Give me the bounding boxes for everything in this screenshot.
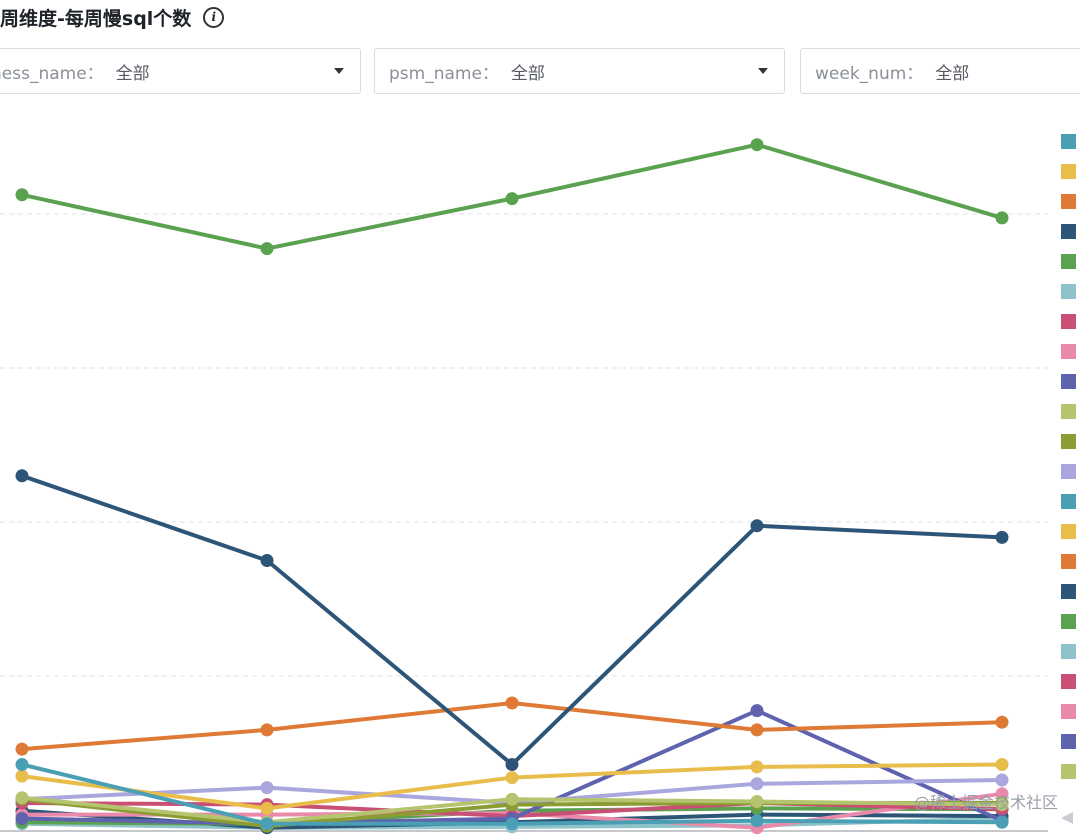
legend-swatch[interactable] xyxy=(1061,254,1076,269)
data-point[interactable] xyxy=(260,781,274,795)
legend-swatch[interactable] xyxy=(1061,494,1076,509)
legend-swatch[interactable] xyxy=(1061,344,1076,359)
data-point[interactable] xyxy=(750,723,764,737)
data-point[interactable] xyxy=(15,188,29,202)
chart-title: 周维度-每周慢sql个数 xyxy=(0,7,192,30)
legend-swatch[interactable] xyxy=(1061,644,1076,659)
legend-swatch[interactable] xyxy=(1061,164,1076,179)
data-point[interactable] xyxy=(505,817,519,831)
data-point[interactable] xyxy=(260,801,274,815)
legend xyxy=(1061,134,1076,794)
business-name-filter[interactable]: ness_name： 全部 xyxy=(0,48,361,94)
series-line[interactable] xyxy=(15,138,1009,256)
filter-value: 全部 xyxy=(510,63,545,84)
watermark: @稀土掘金技术社区 xyxy=(913,793,1058,812)
data-point[interactable] xyxy=(15,758,29,771)
data-point[interactable] xyxy=(995,815,1009,829)
data-point[interactable] xyxy=(505,192,519,206)
data-point[interactable] xyxy=(750,795,764,808)
data-point[interactable] xyxy=(15,791,29,805)
legend-swatch[interactable] xyxy=(1061,134,1076,149)
legend-swatch[interactable] xyxy=(1061,374,1076,389)
data-point[interactable] xyxy=(995,758,1009,771)
legend-swatch[interactable] xyxy=(1061,284,1076,299)
data-point[interactable] xyxy=(750,814,764,828)
filter-label: ness_name： xyxy=(0,63,104,84)
data-point[interactable] xyxy=(260,723,274,737)
data-point[interactable] xyxy=(260,554,274,567)
chart-header: 周维度-每周慢sql个数 i xyxy=(0,2,225,32)
legend-swatch[interactable] xyxy=(1061,554,1076,569)
legend-swatch[interactable] xyxy=(1061,434,1076,449)
legend-swatch[interactable] xyxy=(1061,584,1076,599)
data-point[interactable] xyxy=(995,715,1009,729)
data-point[interactable] xyxy=(750,777,764,791)
data-point[interactable] xyxy=(260,817,274,831)
data-point[interactable] xyxy=(15,742,29,756)
data-point[interactable] xyxy=(750,138,764,152)
filter-value: 全部 xyxy=(935,63,970,84)
legend-swatch[interactable] xyxy=(1061,224,1076,239)
legend-swatch[interactable] xyxy=(1061,194,1076,209)
series-line[interactable] xyxy=(15,696,1009,756)
filter-value: 全部 xyxy=(115,63,150,84)
data-point[interactable] xyxy=(15,469,29,483)
legend-swatch[interactable] xyxy=(1061,674,1076,689)
psm-name-filter[interactable]: psm_name： 全部 xyxy=(374,48,785,94)
series-path xyxy=(20,473,1004,767)
legend-swatch[interactable] xyxy=(1061,524,1076,539)
data-point[interactable] xyxy=(15,812,29,825)
series-line[interactable] xyxy=(15,758,1009,815)
data-point[interactable] xyxy=(750,760,764,774)
legend-swatch[interactable] xyxy=(1061,464,1076,479)
data-point[interactable] xyxy=(995,787,1009,801)
data-point[interactable] xyxy=(15,769,29,783)
legend-swatch[interactable] xyxy=(1061,404,1076,419)
data-point[interactable] xyxy=(505,696,519,710)
data-point[interactable] xyxy=(750,519,764,533)
data-point[interactable] xyxy=(995,530,1009,544)
filter-label: week_num： xyxy=(815,63,924,84)
data-point[interactable] xyxy=(995,211,1009,225)
legend-swatch[interactable] xyxy=(1061,764,1076,779)
filter-label: psm_name： xyxy=(389,63,499,84)
data-point[interactable] xyxy=(505,758,519,771)
legend-swatch[interactable] xyxy=(1061,314,1076,329)
legend-swatch[interactable] xyxy=(1061,734,1076,749)
data-point[interactable] xyxy=(260,242,274,256)
series-line[interactable] xyxy=(15,469,1009,771)
data-point[interactable] xyxy=(995,773,1009,787)
legend-swatch[interactable] xyxy=(1061,704,1076,719)
series-path xyxy=(20,701,1004,752)
caret-left-icon[interactable] xyxy=(1061,812,1073,824)
chevron-down-icon[interactable] xyxy=(758,68,768,74)
info-icon[interactable]: i xyxy=(203,6,225,28)
data-point[interactable] xyxy=(995,798,1009,812)
week-num-filter[interactable]: week_num： 全部 xyxy=(800,48,1080,94)
data-point[interactable] xyxy=(750,704,764,718)
chevron-down-icon[interactable] xyxy=(334,68,344,74)
series-line[interactable] xyxy=(15,758,1009,831)
data-point[interactable] xyxy=(505,792,519,806)
legend-swatch[interactable] xyxy=(1061,614,1076,629)
data-point[interactable] xyxy=(505,771,519,785)
